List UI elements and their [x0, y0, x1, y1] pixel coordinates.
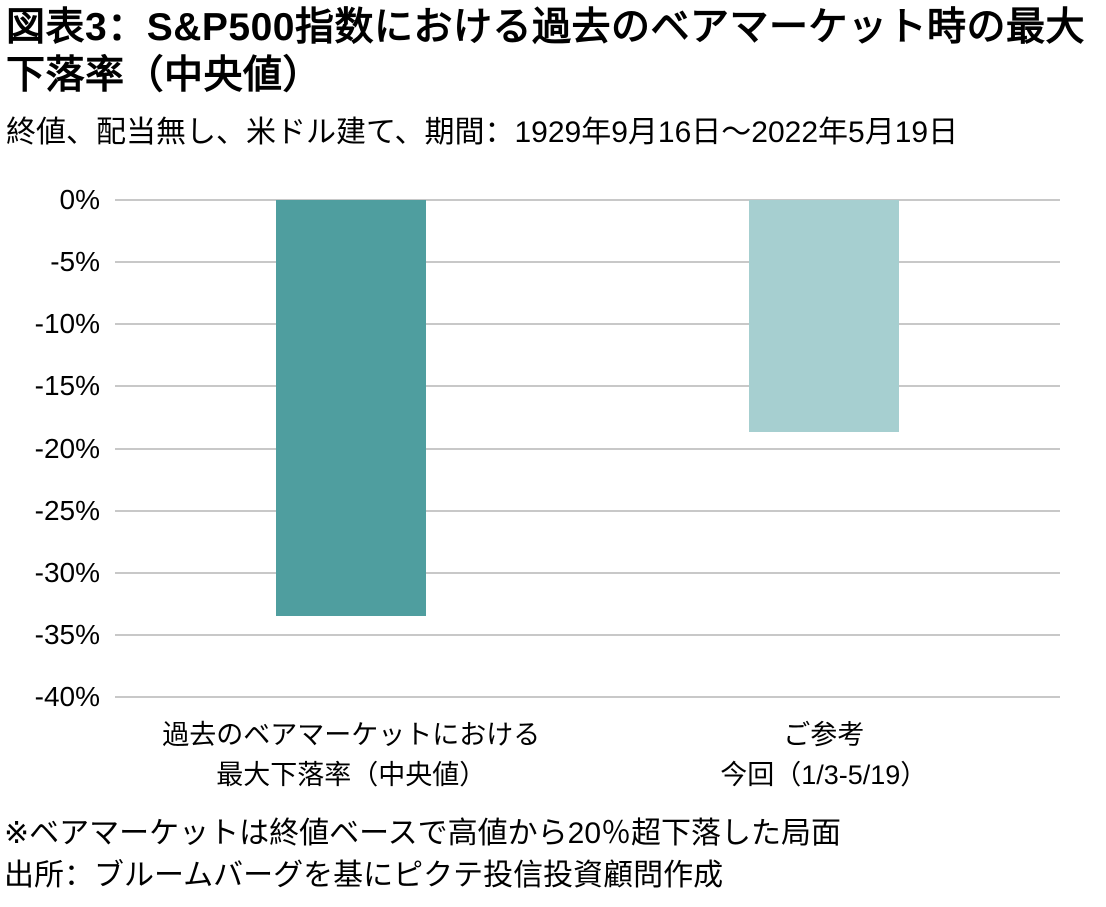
- y-tick-label: 0%: [59, 184, 100, 215]
- category-label-historical: 過去のベアマーケットにおける 最大下落率（中央値）: [115, 716, 588, 796]
- gridline: [115, 509, 1060, 512]
- y-tick-label: -20%: [34, 432, 100, 464]
- gridline: [115, 696, 1060, 698]
- bar-slot-historical: [115, 200, 588, 697]
- y-tick-label: -10%: [34, 308, 100, 340]
- bar-historical-max-drawdown: [276, 200, 427, 617]
- gridline: [115, 447, 1060, 450]
- y-tick-label: -40%: [34, 681, 100, 712]
- bar-current-reference: [748, 200, 899, 433]
- gridline: [115, 199, 1060, 201]
- chart-title: 図表3：S&P500指数における過去のベアマーケット時の最大下落率（中央値）: [6, 6, 1085, 97]
- y-axis: 0% -5% -10% -15% -20% -25% -30% -35% -40%: [0, 184, 100, 712]
- category-label-line: 過去のベアマーケットにおける: [162, 720, 541, 750]
- gridline: [115, 385, 1060, 388]
- y-tick-label: -30%: [34, 556, 100, 588]
- x-axis-labels: 過去のベアマーケットにおける 最大下落率（中央値） ご参考 今回（1/3-5/1…: [115, 716, 1060, 796]
- plot-area: [115, 199, 1061, 698]
- y-tick-label: -35%: [34, 618, 100, 650]
- category-label-line: 今回（1/3-5/19）: [720, 759, 928, 790]
- footnote: ※ベアマーケットは終値ベースで高値から20％超下落した局面: [4, 817, 842, 850]
- category-label-current: ご参考 今回（1/3-5/19）: [588, 716, 1061, 796]
- y-tick-label: -25%: [34, 494, 100, 526]
- gridline: [115, 323, 1060, 326]
- category-label-line: 最大下落率（中央値）: [216, 759, 487, 790]
- chart-subtitle: 終値、配当無し、米ドル建て、期間：1929年9月16日～2022年5月19日: [6, 116, 959, 149]
- gridline: [115, 633, 1060, 636]
- y-tick-label: -15%: [34, 370, 100, 402]
- bar-slot-current: [588, 200, 1061, 697]
- gridline: [115, 571, 1060, 574]
- category-label-line: ご参考: [783, 720, 865, 750]
- gridline: [115, 261, 1060, 264]
- source-note: 出所：ブルームバーグを基にピクテ投信投資顧問作成: [4, 859, 724, 892]
- y-tick-label: -5%: [50, 246, 100, 278]
